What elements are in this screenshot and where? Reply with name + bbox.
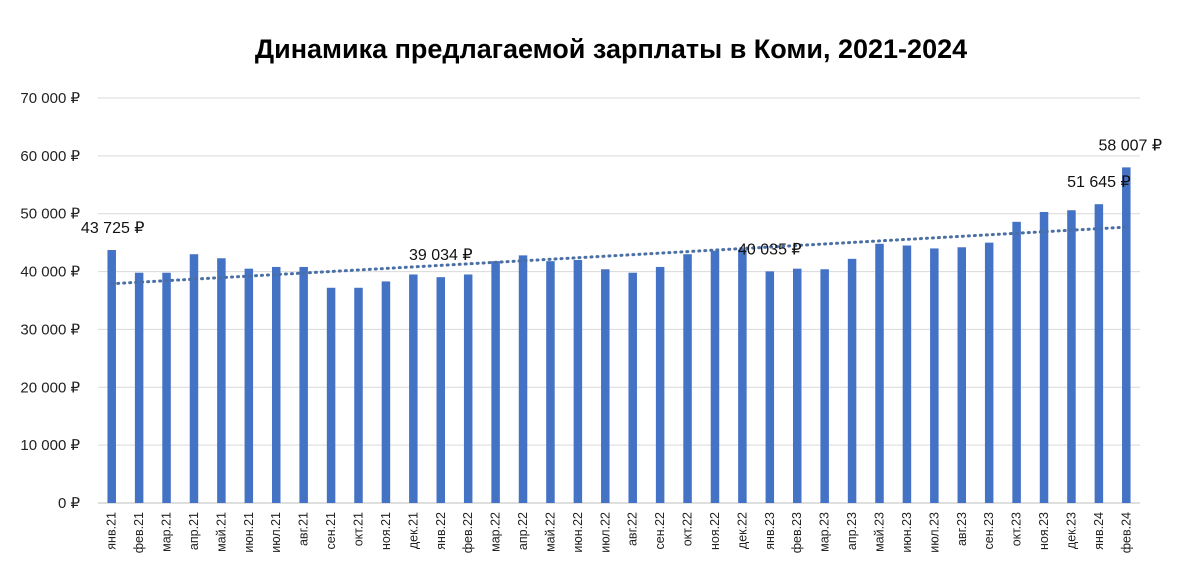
bar	[738, 249, 747, 503]
x-tick-label: фев.23	[790, 512, 804, 553]
x-tick-label: авг.23	[955, 512, 969, 546]
y-tick-label: 50 000 ₽	[20, 206, 80, 223]
data-label: 39 034 ₽	[409, 247, 473, 264]
x-tick-label: сен.21	[324, 512, 338, 550]
chart-title: Динамика предлагаемой зарплаты в Коми, 2…	[254, 34, 968, 64]
y-axis-ticks: 0 ₽ 10 000 ₽ 20 000 ₽ 30 000 ₽ 40 000 ₽ 50 00…	[20, 90, 80, 512]
y-tick-label: 20 000 ₽	[20, 379, 80, 396]
x-tick-label: янв.24	[1092, 512, 1106, 550]
data-labels: 43 725 ₽ 39 034 ₽ 40 035 ₽ 51 645 ₽ 58 007 ₽	[81, 137, 1162, 264]
bar	[518, 255, 528, 503]
bar	[820, 269, 829, 503]
x-tick-label: янв.23	[763, 512, 777, 550]
data-label: 58 007 ₽	[1099, 137, 1163, 154]
x-tick-label: мар.21	[160, 512, 174, 552]
bar	[463, 274, 473, 503]
x-tick-label: авг.22	[626, 512, 640, 546]
bar	[217, 258, 226, 503]
bar	[1039, 211, 1049, 503]
trendline-path	[110, 225, 1128, 286]
data-label: 43 725 ₽	[81, 220, 145, 237]
x-tick-label: фев.21	[132, 512, 146, 553]
bar	[655, 266, 665, 503]
bar	[847, 258, 857, 503]
x-tick-label: янв.21	[105, 512, 119, 550]
bar	[436, 277, 446, 503]
gridlines	[98, 97, 1140, 504]
x-tick-label: июн.22	[571, 512, 585, 553]
x-tick-label: июн.21	[242, 512, 256, 553]
x-tick-label: окт.23	[1010, 512, 1024, 546]
bar	[271, 266, 281, 503]
x-tick-label: май.22	[543, 512, 557, 552]
x-tick-label: сен.22	[653, 512, 667, 550]
x-tick-label: фев.22	[461, 512, 475, 553]
bar	[957, 247, 967, 503]
x-tick-label: янв.22	[434, 512, 448, 550]
x-tick-label: июн.23	[900, 512, 914, 553]
bar	[546, 261, 555, 503]
bar	[1094, 204, 1104, 504]
bar	[107, 250, 116, 503]
x-tick-label: июл.21	[269, 512, 283, 553]
bar	[381, 281, 391, 503]
bar	[409, 274, 418, 503]
x-tick-label: апр.21	[187, 512, 201, 550]
bar	[984, 242, 994, 503]
x-tick-label: сен.23	[982, 512, 996, 550]
bar	[573, 260, 583, 503]
y-tick-label: 70 000 ₽	[20, 90, 80, 107]
y-tick-label: 10 000 ₽	[20, 437, 80, 454]
bar	[1122, 167, 1131, 504]
x-tick-label: дек.23	[1064, 512, 1078, 549]
y-tick-label: 60 000 ₽	[20, 148, 80, 165]
x-tick-label: май.21	[214, 512, 228, 552]
y-tick-label: 0 ₽	[58, 495, 81, 512]
data-label: 40 035 ₽	[738, 241, 802, 258]
x-tick-label: ноя.23	[1037, 512, 1051, 550]
bar	[189, 254, 199, 503]
bar	[162, 272, 171, 503]
x-tick-label: фев.24	[1119, 512, 1133, 553]
bar	[902, 245, 912, 504]
bar	[710, 250, 720, 503]
y-tick-label: 30 000 ₽	[20, 321, 80, 338]
x-tick-label: мар.23	[818, 512, 832, 552]
x-tick-label: мар.22	[489, 512, 503, 552]
bar	[299, 266, 308, 503]
bar	[354, 287, 363, 503]
x-tick-label: апр.23	[845, 512, 859, 550]
bar	[875, 243, 884, 504]
bar	[601, 269, 610, 503]
bar	[930, 248, 939, 503]
x-tick-label: дек.21	[406, 512, 420, 549]
bar	[244, 268, 254, 503]
x-tick-label: июл.23	[927, 512, 941, 553]
bar	[628, 272, 637, 503]
bar	[1012, 221, 1021, 504]
x-tick-label: апр.22	[516, 512, 530, 550]
bar	[765, 271, 775, 503]
x-tick-label: ноя.22	[708, 512, 722, 550]
x-tick-label: дек.22	[735, 512, 749, 549]
bars	[107, 167, 1131, 504]
x-tick-label: ноя.21	[379, 512, 393, 550]
x-tick-label: окт.22	[681, 512, 695, 546]
x-axis-labels: янв.21 фев.21 мар.21 апр.21 май.21 июн.21 июл.…	[105, 512, 1134, 553]
bar	[134, 272, 144, 503]
x-tick-label: окт.21	[352, 512, 366, 546]
bar	[326, 287, 336, 503]
x-tick-label: июл.22	[598, 512, 612, 553]
bar	[683, 254, 692, 503]
x-tick-label: авг.21	[297, 512, 311, 546]
x-tick-label: май.23	[873, 512, 887, 552]
bar	[491, 261, 500, 503]
trendline	[110, 225, 1128, 286]
data-label: 51 645 ₽	[1067, 174, 1131, 191]
y-tick-label: 40 000 ₽	[20, 264, 80, 281]
bar	[1067, 210, 1076, 503]
bar	[792, 268, 802, 503]
